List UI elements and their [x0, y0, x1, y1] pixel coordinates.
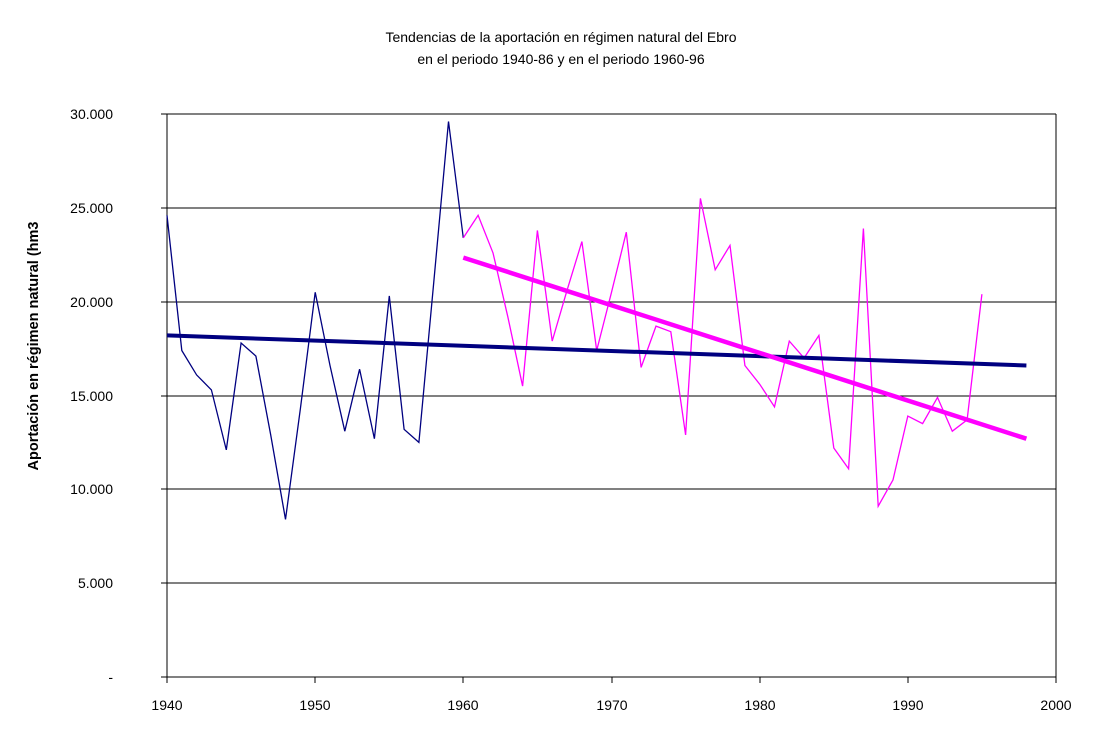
aportacion-anual-periodo-1940-86-line [166, 121, 464, 520]
x-tick-label: 2000 [1040, 697, 1072, 713]
x-tick-label: 1980 [744, 697, 776, 713]
y-tick-label: 5.000 [77, 575, 113, 591]
aportacion-anual-periodo-1960-96-line [462, 198, 983, 509]
y-tick-label: 25.000 [70, 200, 113, 216]
y-tick-label: 15.000 [70, 388, 113, 404]
x-tick-label: 1960 [447, 697, 479, 713]
x-tick-label: 1970 [596, 697, 628, 713]
tendencia-lineal-1940-86-line [166, 333, 1027, 368]
x-tick-label: 1940 [151, 697, 183, 713]
tendencia-lineal-1960-96-line [462, 255, 1028, 441]
x-tick-label: 1950 [299, 697, 331, 713]
y-axis-title: Aportación en régimen natural (hm3 [26, 221, 42, 471]
y-tick-label: - [108, 669, 113, 685]
chart-title-line-1: Tendencias de la aportación en régimen n… [385, 29, 737, 45]
gridlines-and-axes [161, 113, 1057, 683]
y-tick-label: 30.000 [70, 106, 113, 122]
x-tick-label: 1990 [892, 697, 924, 713]
chart-title-line-2: en el periodo 1940-86 y en el periodo 19… [417, 51, 705, 67]
y-tick-label: 20.000 [70, 294, 113, 310]
y-tick-label: 10.000 [70, 481, 113, 497]
